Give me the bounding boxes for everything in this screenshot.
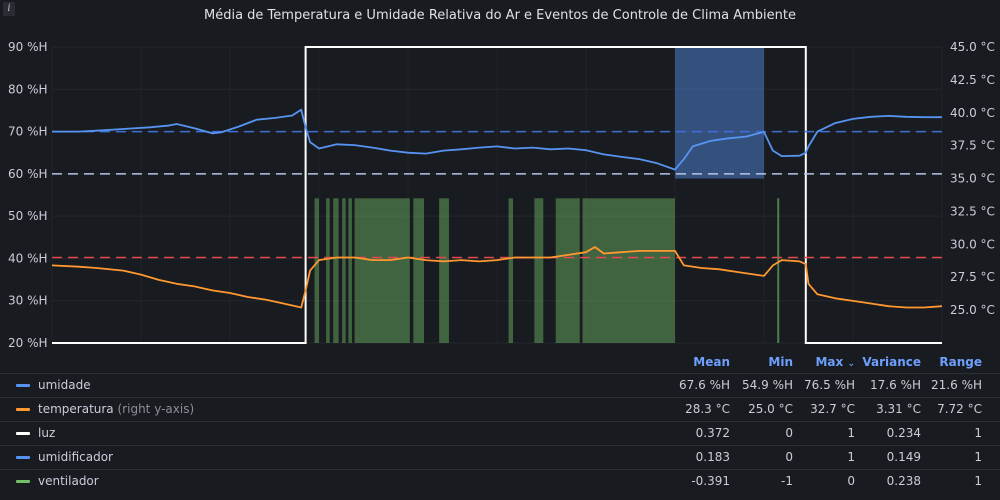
legend-series-name[interactable]: umidificador: [38, 450, 113, 464]
legend-value-min: 0: [785, 426, 793, 440]
legend-value-mean: -0.391: [691, 474, 730, 488]
legend-series-name[interactable]: ventilador: [38, 474, 99, 488]
legend-value-max: 1: [847, 450, 855, 464]
legend-value-variance: 0.238: [886, 474, 921, 488]
legend-col-range[interactable]: Range: [939, 355, 982, 369]
legend-swatch: [16, 456, 30, 459]
y-right-tick-label: 30.0 °C: [950, 237, 995, 251]
legend-swatch: [16, 384, 30, 387]
umidade-line: [52, 108, 942, 171]
y-left-tick-label: 20 %H: [8, 336, 48, 350]
ventilador-region: [413, 198, 425, 343]
legend-swatch: [16, 480, 30, 483]
legend-col-variance[interactable]: Variance: [862, 355, 921, 369]
legend-series-name[interactable]: temperatura (right y-axis): [38, 402, 194, 416]
legend-value-max: 76.5 %H: [804, 378, 855, 392]
legend-value-mean: 28.3 °C: [685, 402, 730, 416]
panel-title: Média de Temperatura e Umidade Relativa …: [204, 8, 796, 23]
legend-header: Mean Min Max ⌄ Variance Range: [0, 350, 1000, 373]
y-right-tick-label: 35.0 °C: [950, 172, 995, 186]
legend-value-mean: 0.183: [695, 450, 730, 464]
legend-table: Mean Min Max ⌄ Variance Range umidade 67…: [0, 350, 1000, 493]
legend-value-min: 0: [785, 450, 793, 464]
ventilador-region: [555, 198, 580, 343]
timeseries-chart[interactable]: 20 %H 30 %H 40 %H 50 %H 60 %H 70 %H 80 %H 90 %H…: [0, 30, 1000, 350]
ventilador-region: [314, 198, 319, 343]
legend-series-label: umidade: [38, 378, 91, 392]
y-right-tick-label: 25.0 °C: [950, 303, 995, 317]
legend-series-label: luz: [38, 426, 56, 440]
legend-row-umidade[interactable]: umidade 67.6 %H 54.9 %H 76.5 %H 17.6 %H 21.6…: [0, 373, 1000, 397]
legend-col-max[interactable]: Max ⌄: [815, 355, 855, 369]
legend-col-mean[interactable]: Mean: [693, 355, 730, 369]
y-right-tick-label: 37.5 °C: [950, 139, 995, 153]
legend-value-max: 32.7 °C: [810, 402, 855, 416]
legend-value-variance: 0.234: [886, 426, 921, 440]
y-right-tick-label: 42.5 °C: [950, 73, 995, 87]
ventilador-region: [348, 198, 352, 343]
legend-value-max: 0: [847, 474, 855, 488]
legend-row-temperatura[interactable]: temperatura (right y-axis) 28.3 °C 25.0 °C…: [0, 397, 1000, 421]
legend-value-min: -1: [781, 474, 793, 488]
legend-value-range: 1: [974, 450, 982, 464]
legend-row-luz[interactable]: luz 0.372 0 1 0.234 1: [0, 421, 1000, 445]
legend-series-name[interactable]: luz: [38, 426, 55, 440]
info-icon[interactable]: i: [3, 2, 15, 16]
ventilador-region: [508, 198, 514, 343]
legend-value-min: 54.9 %H: [742, 378, 793, 392]
legend-col-max-label: Max: [815, 355, 844, 369]
y-right-tick-label: 40.0 °C: [950, 106, 995, 120]
ventilador-region: [326, 198, 330, 343]
legend-col-min[interactable]: Min: [768, 355, 793, 369]
y-left-tick-label: 90 %H: [8, 40, 48, 54]
y-right-tick-label: 27.5 °C: [950, 270, 995, 284]
legend-row-ventilador[interactable]: ventilador -0.391 -1 0 0.238 1: [0, 469, 1000, 493]
y-right-tick-label: 45.0 °C: [950, 40, 995, 54]
legend-value-range: 21.6 %H: [931, 378, 982, 392]
ventilador-region: [342, 198, 346, 343]
legend-swatch: [16, 408, 30, 411]
sort-desc-icon: ⌄: [847, 359, 855, 369]
legend-series-name[interactable]: umidade: [38, 378, 91, 392]
ventilador-region: [333, 198, 339, 343]
temperatura-line: [51, 246, 943, 309]
legend-value-max: 1: [847, 426, 855, 440]
legend-value-mean: 0.372: [695, 426, 730, 440]
y-left-tick-label: 50 %H: [8, 209, 48, 223]
y-left-tick-label: 30 %H: [8, 294, 48, 308]
legend-value-range: 7.72 °C: [937, 402, 982, 416]
legend-value-min: 25.0 °C: [748, 402, 793, 416]
ventilador-region: [354, 198, 410, 343]
y-left-tick-label: 70 %H: [8, 125, 48, 139]
y-left-tick-label: 40 %H: [8, 251, 48, 265]
legend-value-range: 1: [974, 426, 982, 440]
umidificador-region: [675, 47, 764, 179]
y-left-tick-label: 60 %H: [8, 167, 48, 181]
luz-line: [52, 46, 942, 344]
legend-series-hint: (right y-axis): [117, 402, 195, 416]
y-left-tick-label: 80 %H: [8, 82, 48, 96]
legend-swatch: [16, 432, 30, 435]
legend-value-variance: 17.6 %H: [870, 378, 921, 392]
ventilador-region: [439, 198, 449, 343]
legend-value-mean: 67.6 %H: [679, 378, 730, 392]
legend-value-variance: 0.149: [886, 450, 921, 464]
legend-series-label: temperatura: [38, 402, 114, 416]
ventilador-region: [534, 198, 544, 343]
legend-value-range: 1: [974, 474, 982, 488]
legend-series-label: umidificador: [38, 450, 113, 464]
legend-row-umidificador[interactable]: umidificador 0.183 0 1 0.149 1: [0, 445, 1000, 469]
legend-value-variance: 3.31 °C: [876, 402, 921, 416]
y-right-tick-label: 32.5 °C: [950, 204, 995, 218]
legend-series-label: ventilador: [38, 474, 99, 488]
ventilador-region: [582, 198, 675, 343]
